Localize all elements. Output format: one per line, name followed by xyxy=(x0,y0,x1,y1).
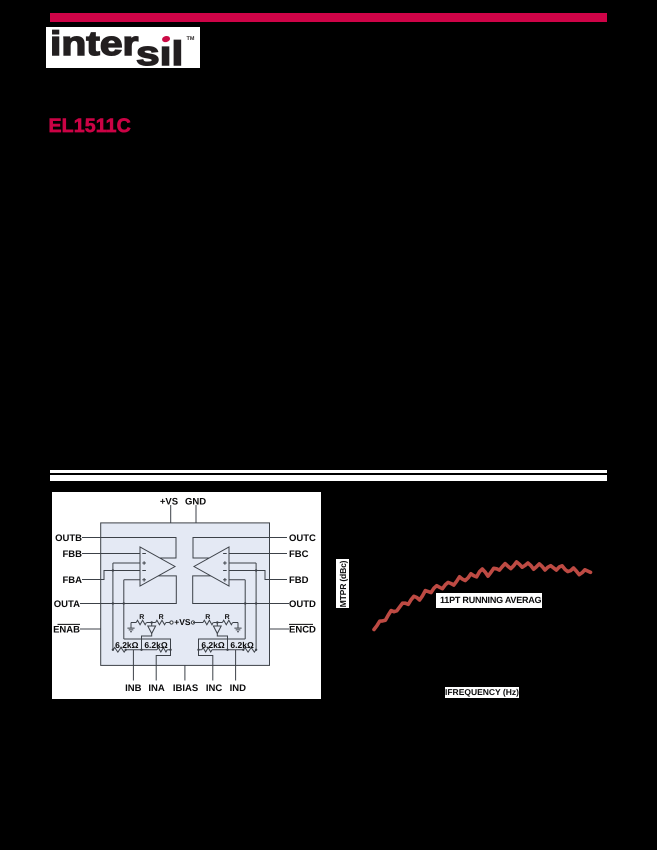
svg-text:OUTD: OUTD xyxy=(289,599,316,610)
svg-text:IBIAS: IBIAS xyxy=(173,683,198,694)
svg-text:GND: GND xyxy=(185,496,206,507)
svg-text:6.2kΩ: 6.2kΩ xyxy=(201,640,225,650)
svg-text:+VS: +VS xyxy=(160,496,178,507)
svg-text:FBD: FBD xyxy=(289,575,309,586)
svg-text:R: R xyxy=(225,614,230,621)
svg-text:OUTB: OUTB xyxy=(55,533,82,544)
svg-text:ENCD: ENCD xyxy=(289,625,316,636)
svg-text:IND: IND xyxy=(230,683,247,694)
svg-text:+VS: +VS xyxy=(174,617,191,627)
svg-text:INB: INB xyxy=(125,683,142,694)
svg-text:R: R xyxy=(159,614,164,621)
svg-text:INA: INA xyxy=(148,683,165,694)
svg-text:FBA: FBA xyxy=(62,575,82,586)
svg-text:6.2kΩ: 6.2kΩ xyxy=(230,640,254,650)
svg-text:6.2kΩ: 6.2kΩ xyxy=(144,640,168,650)
svg-text:ENAB: ENAB xyxy=(53,625,80,636)
svg-text:R: R xyxy=(205,614,210,621)
svg-text:FBB: FBB xyxy=(62,549,82,560)
svg-text:FBC: FBC xyxy=(289,549,309,560)
svg-text:OUTA: OUTA xyxy=(54,599,80,610)
svg-text:R: R xyxy=(139,614,144,621)
svg-text:6.2kΩ: 6.2kΩ xyxy=(115,640,139,650)
svg-text:INC: INC xyxy=(206,683,223,694)
svg-text:OUTC: OUTC xyxy=(289,533,316,544)
